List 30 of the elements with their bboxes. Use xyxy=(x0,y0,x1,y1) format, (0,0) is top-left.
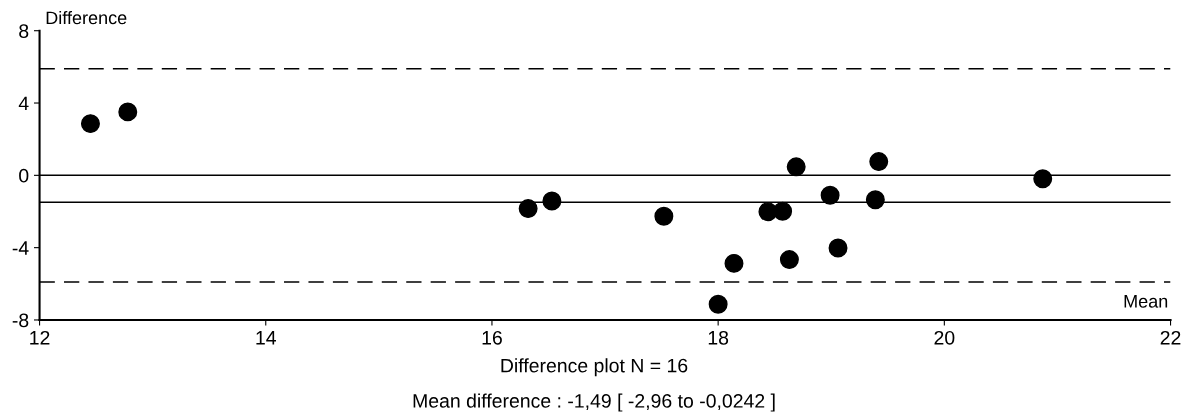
point xyxy=(869,152,889,172)
point xyxy=(708,294,728,314)
y-tick-label: -8 xyxy=(12,313,29,328)
point xyxy=(1033,169,1053,189)
point xyxy=(654,206,674,226)
point xyxy=(118,102,138,122)
x-tick-label: 16 xyxy=(482,330,502,345)
point xyxy=(786,157,806,177)
x-tick-label: 22 xyxy=(1160,330,1181,345)
point xyxy=(865,190,885,210)
y-axis-title: Difference xyxy=(46,10,127,25)
point xyxy=(779,250,799,270)
point xyxy=(773,201,793,221)
y-tick-label: -4 xyxy=(12,241,29,255)
x-axis-title: Mean xyxy=(1124,295,1168,308)
point xyxy=(828,238,848,258)
y-tick-label: 8 xyxy=(19,24,29,38)
point xyxy=(820,185,840,205)
y-tick-label: 0 xyxy=(19,168,29,183)
text: Difference plot N = 16 xyxy=(501,358,688,377)
point xyxy=(724,253,744,273)
point xyxy=(518,199,538,219)
x-tick-label: 14 xyxy=(256,331,276,345)
point xyxy=(80,114,100,134)
point xyxy=(542,191,562,211)
x-tick-label: 18 xyxy=(708,330,729,345)
y-tick-label: 4 xyxy=(18,96,29,111)
x-tick-label: 12 xyxy=(30,330,50,345)
text: Mean difference : -1,49 [ -2,96 to -0,0242 ] xyxy=(413,393,775,412)
x-tick-label: 20 xyxy=(934,330,955,345)
